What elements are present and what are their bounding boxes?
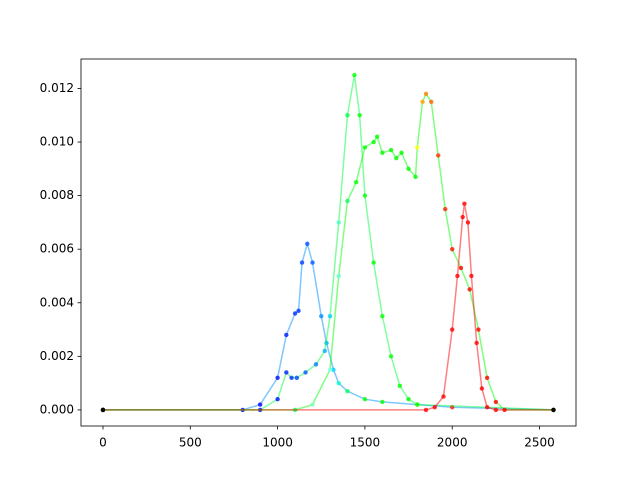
point [455, 273, 460, 279]
point [465, 220, 471, 225]
point [299, 260, 305, 265]
point [380, 150, 385, 155]
point [469, 273, 474, 279]
point [406, 397, 411, 402]
point [319, 313, 324, 319]
point [357, 113, 362, 118]
point [413, 174, 418, 180]
point [100, 407, 106, 413]
y-tick-label: 0.002 [40, 349, 74, 363]
x-tick-label: 2500 [524, 436, 555, 450]
x-tick-label: 2000 [437, 436, 468, 450]
point [460, 214, 465, 220]
point [310, 260, 315, 265]
point [275, 397, 280, 402]
point [327, 313, 333, 319]
point [289, 375, 294, 380]
point [388, 354, 394, 359]
point [310, 402, 315, 407]
y-tick-label: 0.008 [40, 188, 74, 202]
point [493, 407, 499, 413]
point [345, 198, 350, 204]
point [374, 134, 380, 139]
point [303, 370, 308, 375]
point [336, 380, 341, 386]
point [327, 367, 333, 372]
point [336, 273, 341, 279]
point [394, 155, 399, 161]
y-tick-label: 0.010 [40, 135, 74, 149]
point [423, 407, 429, 413]
point [353, 180, 359, 185]
point [292, 311, 298, 316]
point [462, 201, 467, 206]
series-trace [103, 74, 554, 411]
y-tick-label: 0.012 [40, 81, 74, 95]
point [479, 386, 485, 391]
point [415, 402, 420, 407]
point [484, 375, 490, 380]
point [493, 399, 499, 405]
point [257, 402, 263, 407]
series-trace [103, 241, 554, 411]
point [432, 405, 437, 410]
point [345, 113, 350, 118]
x-tick-label: 500 [179, 436, 202, 450]
x-tick-label: 0 [99, 436, 107, 450]
point [284, 332, 289, 338]
point [352, 72, 357, 78]
point [441, 394, 446, 399]
point [322, 348, 327, 354]
y-tick-label: 0.000 [40, 402, 74, 416]
point [296, 308, 301, 314]
y-tick-label: 0.004 [40, 295, 74, 309]
point [399, 150, 404, 155]
point [371, 260, 376, 265]
plot-frame [80, 58, 577, 427]
point [429, 99, 434, 105]
point [458, 265, 464, 271]
point [420, 99, 425, 105]
point [345, 388, 350, 394]
point [436, 153, 441, 158]
point [423, 91, 429, 97]
point [336, 220, 341, 225]
point [476, 327, 481, 332]
point [484, 405, 490, 410]
point [380, 313, 385, 319]
point [305, 241, 310, 247]
point [275, 375, 280, 380]
series-trace [103, 92, 554, 411]
point [406, 166, 411, 172]
point [362, 145, 368, 150]
point [450, 246, 455, 252]
point [313, 362, 319, 367]
point [380, 399, 385, 405]
point [362, 193, 368, 198]
point [388, 147, 394, 153]
point [467, 287, 472, 292]
point [443, 206, 448, 212]
point [397, 383, 403, 389]
point [450, 327, 455, 332]
point [415, 145, 420, 150]
point [284, 370, 289, 375]
point [474, 340, 479, 346]
point [331, 367, 336, 372]
x-tick-label: 1000 [262, 436, 293, 450]
y-tick-label: 0.006 [40, 242, 74, 256]
point [371, 139, 376, 145]
x-tick-label: 1500 [350, 436, 381, 450]
point [362, 397, 368, 402]
point [551, 407, 556, 413]
point [294, 375, 300, 380]
